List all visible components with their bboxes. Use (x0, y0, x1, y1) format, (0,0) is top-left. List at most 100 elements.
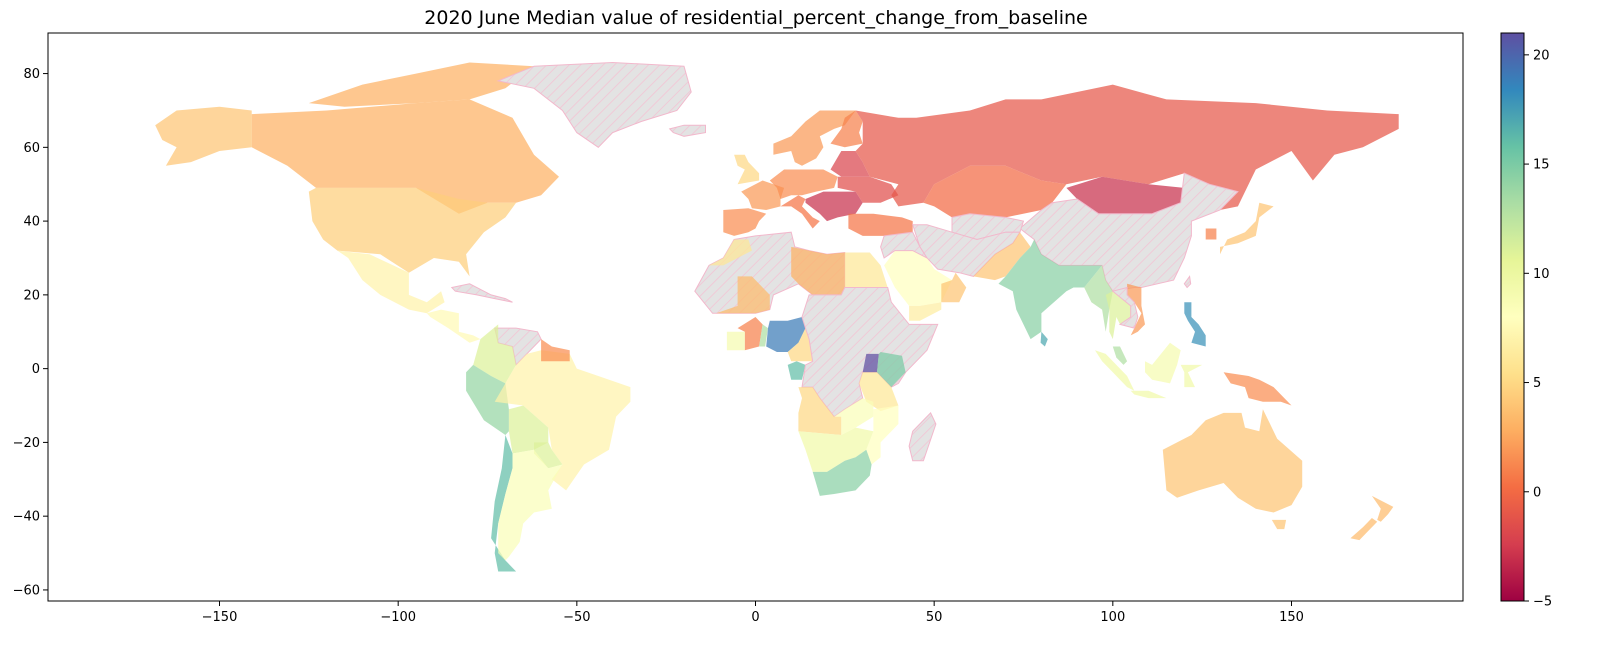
colorbar-tick-label: 15 (1533, 158, 1550, 173)
x-tick-label: 150 (1279, 610, 1304, 625)
region-bolivia (508, 405, 549, 454)
region-baltics-belarus (830, 151, 870, 177)
region-saudi-arabia (884, 250, 952, 306)
region-angola (798, 387, 842, 435)
region-middle-east-iraq-syria-jordan (880, 231, 929, 260)
colorbar-tick-label: 10 (1533, 267, 1550, 282)
y-tick-label: −20 (13, 436, 40, 451)
colorbar-tick-label: 20 (1533, 48, 1550, 63)
region-zimbabwe-botswana-namibia (798, 427, 874, 472)
chart-title: 2020 June Median value of residential_pe… (424, 7, 1087, 29)
x-axis: −150 −100 −50 0 50 100 150 (202, 601, 1304, 625)
y-tick-label: 40 (23, 215, 40, 230)
region-zambia (834, 398, 874, 435)
region-kenya (877, 352, 906, 388)
region-spain-portugal (723, 208, 767, 236)
region-sumatra (1095, 350, 1135, 391)
region-finland (830, 110, 863, 148)
region-alaska (155, 106, 252, 166)
region-uganda (862, 353, 879, 373)
region-sulawesi (1180, 364, 1203, 388)
region-cuba-caribbean (450, 283, 513, 303)
region-libya (791, 246, 845, 295)
region-taiwan (1183, 275, 1192, 289)
region-sri-lanka (1040, 331, 1048, 347)
x-tick-label: 0 (751, 610, 759, 625)
region-paraguay (534, 442, 563, 469)
region-philippines (1184, 302, 1206, 347)
x-tick-label: 50 (926, 610, 943, 625)
region-scandinavia (773, 110, 856, 166)
y-tick-label: 80 (23, 67, 40, 82)
region-ecuador-peru (466, 364, 509, 435)
colorbar-tick-label: 0 (1533, 485, 1541, 500)
region-nigeria (766, 317, 806, 352)
region-egypt (844, 252, 888, 288)
region-kazakhstan (923, 165, 1067, 218)
y-tick-label: 60 (23, 141, 40, 156)
region-japan (1220, 202, 1274, 255)
region-australia (1162, 409, 1303, 513)
x-tick-label: 100 (1100, 610, 1125, 625)
region-ukraine (837, 176, 899, 203)
x-tick-label: −100 (380, 610, 416, 625)
region-madagascar (908, 412, 937, 462)
region-italy (780, 195, 820, 229)
region-oman-uae (941, 272, 967, 303)
region-united-kingdom (734, 154, 760, 185)
y-tick-label: 0 (32, 362, 40, 377)
region-morocco (709, 239, 752, 266)
region-laos-cambodia (1111, 286, 1139, 329)
region-cote-d-ivoire (726, 331, 745, 351)
y-tick-label: −60 (13, 583, 40, 598)
x-tick-label: −150 (202, 610, 238, 625)
region-new-zealand (1371, 495, 1394, 522)
region-greenland (496, 61, 692, 148)
region-india (998, 239, 1103, 340)
region-benin-togo (759, 324, 768, 347)
region-mali (712, 276, 770, 314)
region-iceland (668, 124, 706, 137)
region-korea (1205, 228, 1217, 240)
region-vietnam (1127, 283, 1145, 336)
region-tasmania (1271, 519, 1287, 530)
region-guianas (541, 339, 570, 362)
colorbar: −5 0 5 10 15 20 (1500, 32, 1552, 610)
region-mongolia (1066, 176, 1185, 214)
region-borneo (1145, 342, 1181, 384)
region-central-america (426, 309, 481, 343)
region-russia (855, 84, 1399, 210)
x-tick-label: −50 (563, 610, 590, 625)
region-iran-afghanistan (912, 224, 1021, 277)
region-new-guinea (1223, 372, 1292, 406)
region-myanmar (1084, 265, 1113, 332)
colorbar-tick-label: −5 (1533, 595, 1552, 610)
region-turkey (848, 213, 913, 236)
map-regions (155, 61, 1399, 572)
region-malaysia (1112, 346, 1128, 365)
region-argentina (498, 449, 563, 561)
region-canadian-arctic-islands (308, 62, 534, 107)
region-france (741, 180, 785, 210)
region-chile (491, 435, 517, 572)
region-colombia (473, 324, 517, 384)
region-yemen (909, 302, 942, 321)
region-south-africa (812, 449, 872, 496)
colorbar-gradient (1500, 32, 1525, 602)
region-central-europe (769, 169, 838, 199)
region-canada (251, 99, 559, 214)
region-united-states (308, 187, 517, 277)
y-axis: −60 −40 −20 0 20 40 60 80 (13, 67, 48, 598)
y-tick-label: −40 (13, 510, 40, 525)
colorbar-tick-label: 5 (1533, 376, 1541, 391)
region-pakistan (973, 232, 1031, 281)
region-mozambique (866, 405, 899, 465)
region-thailand (1105, 291, 1131, 340)
y-tick-label: 20 (23, 288, 40, 303)
region-gabon (787, 361, 806, 380)
colorbar-ticks: −5 0 5 10 15 20 (1524, 48, 1552, 610)
region-cameroon (787, 328, 813, 362)
region-brazil (494, 350, 631, 491)
region-java (1130, 390, 1167, 399)
